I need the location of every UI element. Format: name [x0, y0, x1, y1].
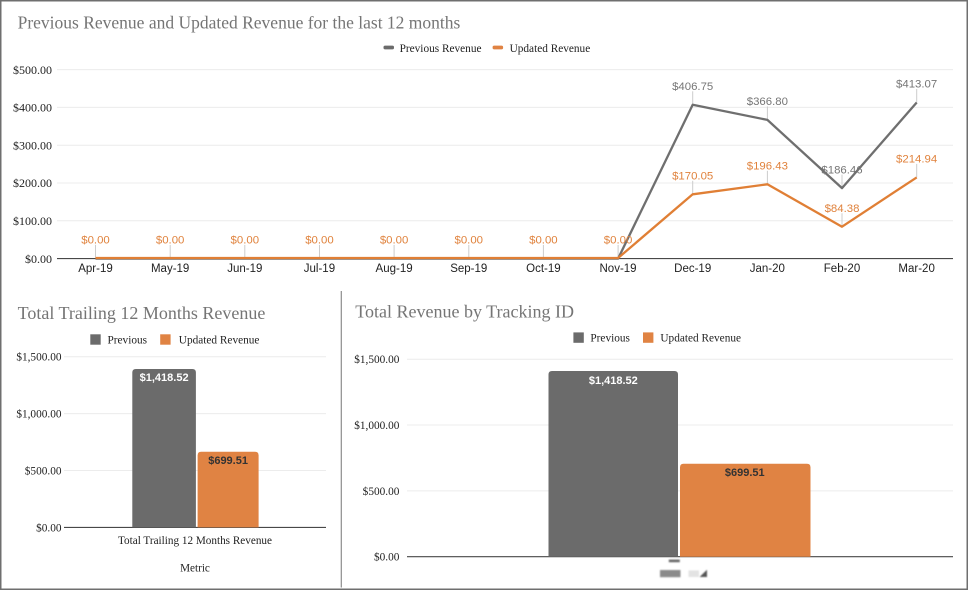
- svg-text:$84.38: $84.38: [825, 203, 860, 215]
- svg-text:$0.00: $0.00: [25, 252, 52, 266]
- svg-text:$0.00: $0.00: [604, 235, 633, 247]
- svg-text:$170.05: $170.05: [672, 171, 713, 183]
- svg-text:$0.00: $0.00: [305, 235, 334, 247]
- svg-text:$1,500.00: $1,500.00: [354, 354, 400, 366]
- svg-text:$500.00: $500.00: [25, 466, 62, 478]
- svg-text:$214.94: $214.94: [896, 154, 937, 166]
- svg-text:Sep-19: Sep-19: [450, 263, 487, 275]
- svg-text:$0.00: $0.00: [380, 235, 409, 247]
- svg-text:$0.00: $0.00: [156, 235, 185, 247]
- svg-text:$1,000.00: $1,000.00: [16, 409, 62, 421]
- svg-text:$406.75: $406.75: [672, 81, 713, 93]
- svg-text:$1,000.00: $1,000.00: [354, 420, 400, 432]
- svg-text:$200.00: $200.00: [13, 176, 52, 190]
- svg-text:$366.80: $366.80: [747, 96, 788, 108]
- svg-text:$300.00: $300.00: [13, 138, 52, 152]
- svg-text:May-19: May-19: [151, 263, 189, 275]
- svg-text:$699.51: $699.51: [725, 467, 765, 479]
- svg-text:Mar-20: Mar-20: [898, 263, 934, 275]
- svg-text:Total Revenue by Tracking ID: Total Revenue by Tracking ID: [355, 302, 574, 322]
- svg-text:$0.00: $0.00: [454, 235, 483, 247]
- svg-text:Total Trailing 12 Months Reven: Total Trailing 12 Months Revenue: [118, 535, 272, 547]
- svg-text:Previous Revenue: Previous Revenue: [400, 43, 482, 55]
- svg-text:$500.00: $500.00: [363, 486, 400, 498]
- svg-text:Updated Revenue: Updated Revenue: [510, 43, 591, 55]
- svg-text:$0.00: $0.00: [374, 552, 400, 564]
- svg-text:$699.51: $699.51: [208, 455, 248, 467]
- svg-text:$0.00: $0.00: [36, 522, 62, 534]
- svg-text:Jul-19: Jul-19: [304, 263, 335, 275]
- svg-text:$400.00: $400.00: [13, 101, 52, 115]
- svg-text:$0.00: $0.00: [529, 235, 558, 247]
- svg-text:Updated Revenue: Updated Revenue: [179, 334, 260, 346]
- svg-text:$413.07: $413.07: [896, 79, 937, 91]
- svg-text:$196.43: $196.43: [747, 161, 788, 173]
- svg-text:Updated Revenue: Updated Revenue: [660, 333, 741, 345]
- svg-text:Nov-19: Nov-19: [600, 263, 637, 275]
- svg-text:$1,418.52: $1,418.52: [589, 375, 638, 387]
- svg-text:$1,418.52: $1,418.52: [140, 372, 189, 384]
- svg-text:Apr-19: Apr-19: [78, 263, 113, 275]
- svg-text:$500.00: $500.00: [13, 63, 52, 77]
- svg-text:Previous Revenue and Updated R: Previous Revenue and Updated Revenue for…: [18, 12, 461, 32]
- svg-text:$0.00: $0.00: [231, 235, 260, 247]
- svg-text:Feb-20: Feb-20: [824, 263, 860, 275]
- svg-text:Metric: Metric: [180, 562, 210, 574]
- svg-text:Oct-19: Oct-19: [526, 263, 561, 275]
- svg-text:$1,500.00: $1,500.00: [16, 352, 62, 364]
- svg-text:$100.00: $100.00: [13, 214, 52, 228]
- svg-text:Jun-19: Jun-19: [227, 263, 262, 275]
- svg-text:Dec-19: Dec-19: [674, 263, 711, 275]
- svg-text:$186.46: $186.46: [821, 164, 862, 176]
- svg-text:$0.00: $0.00: [81, 235, 110, 247]
- svg-text:Previous: Previous: [590, 333, 630, 345]
- svg-text:Aug-19: Aug-19: [376, 263, 413, 275]
- svg-text:Previous: Previous: [108, 334, 148, 346]
- svg-text:Jan-20: Jan-20: [750, 263, 785, 275]
- svg-text:Total Trailing 12 Months Reven: Total Trailing 12 Months Revenue: [18, 303, 266, 323]
